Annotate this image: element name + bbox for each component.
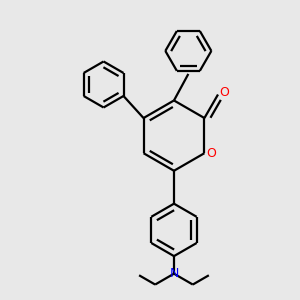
Text: N: N xyxy=(169,267,179,280)
Text: O: O xyxy=(206,147,216,160)
Text: O: O xyxy=(220,86,229,99)
